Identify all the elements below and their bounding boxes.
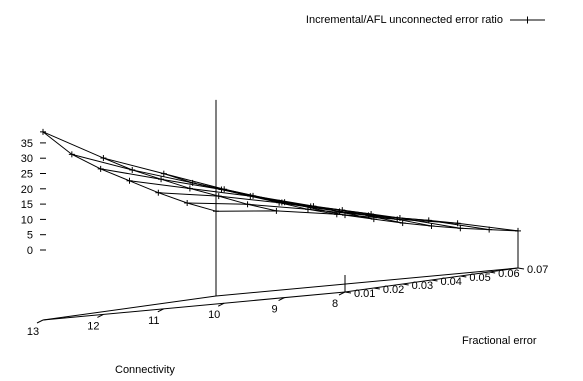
x-tick-mark [517,267,525,270]
x-tick-mark [489,271,496,274]
x-tick-label: 0.01 [354,288,375,300]
x-tick-label: 0.04 [441,276,462,288]
y-tick-label: 9 [272,304,278,316]
z-tick-label: 20 [21,184,33,196]
surface-line-fractional-error-0.01 [42,131,346,216]
y-tick-label: 8 [332,298,338,310]
y-tick-mark [338,291,346,296]
z-tick-label: 0 [27,245,33,257]
surface-line-connectivity-13 [42,131,217,212]
base-edge-front-y [42,291,346,321]
y-tick-label: 10 [208,309,220,321]
y-tick-mark [36,319,44,324]
y-tick-mark [157,308,165,313]
x-tick-mark [402,283,409,286]
y-tick-mark [97,313,104,318]
y-tick-mark [278,297,285,302]
z-tick-label: 10 [21,214,33,226]
y-tick-mark [217,302,225,307]
legend: Incremental/AFL unconnected error ratio [306,14,545,26]
x-tick-mark [460,275,467,278]
x-tick-label: 0.03 [412,280,433,292]
y-tick-label: 13 [27,326,39,338]
x-tick-label: 0.07 [527,264,548,276]
surface-line-fractional-error-0.07 [215,210,519,232]
z-tick-label: 15 [21,199,33,211]
z-tick-label: 5 [27,230,33,242]
surface-group [40,128,521,234]
y-tick-label: 12 [87,320,99,332]
base-edge-back-y [42,295,217,321]
x-axis-label: Fractional error [462,335,537,347]
z-tick-label: 25 [21,169,33,181]
x-tick-label: 0.06 [498,268,519,280]
x-tick-label: 0.02 [383,284,404,296]
z-tick-label: 35 [21,138,33,150]
x-tick-mark [344,291,352,294]
tick-labels-group: 0 5 10 15 20 25 30 35 8 9 10 11 12 13 0.01 0.02 0.03 0.04… [21,138,549,338]
x-tick-mark [431,279,438,282]
base-edge-back-x [215,267,519,297]
z-tick-label: 30 [21,153,33,165]
y-tick-label: 11 [148,315,159,327]
legend-label: Incremental/AFL unconnected error ratio [306,14,503,26]
x-tick-mark [373,287,380,290]
x-tick-label: 0.05 [469,272,490,284]
y-axis-label: Connectivity [115,364,175,376]
